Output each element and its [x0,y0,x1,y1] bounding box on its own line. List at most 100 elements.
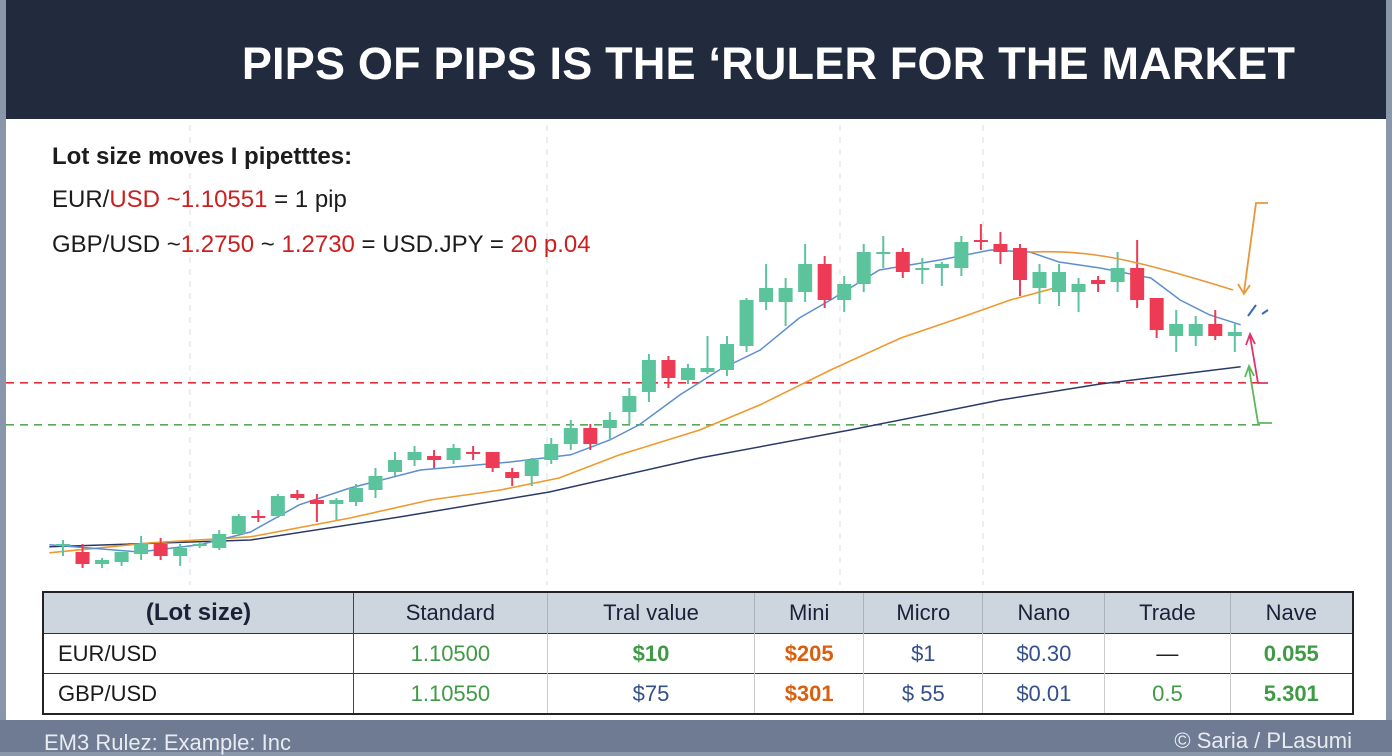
candle-up [700,368,715,372]
arrow-pink [1245,331,1268,384]
column-header: Nave [1230,592,1354,634]
text: = USD.JPY = [354,231,511,258]
column-header: Micro [863,592,984,634]
annotation-label-green: 3.550 [1283,412,1335,434]
candle-down [1012,248,1027,280]
candle-up [759,288,774,302]
candle-down [1208,324,1223,336]
info-line-gbpusd: GBP/USD ~1.2750 ~ 1.2730 = USD.JPY = 20 … [52,231,591,259]
marker-teal [1247,304,1269,317]
candle-down [973,240,988,242]
column-header: Trade [1104,592,1231,634]
candle-up [368,476,383,490]
candle-up [348,488,363,502]
arrow-green [1244,363,1272,424]
candle-up [524,460,539,476]
pointer-line-orange [1029,250,1234,291]
moving-averages [49,249,1241,554]
candle-up [407,452,422,460]
candle-down [1130,268,1145,300]
text-highlight: 20 p.04 [510,231,591,258]
annotation-arrows [1029,202,1272,424]
text-highlight: USD ~1.10551 [109,186,268,213]
info-heading: Lot size moves I pipetttes: [52,143,353,170]
candle-down [153,544,168,556]
footer-left-text: EM3 Rulez: Example: Inc [44,730,291,755]
candle-up [114,552,129,562]
candle-up [1110,268,1125,282]
candle-up [56,544,70,546]
candle-up [231,516,246,534]
candle-down [75,552,90,564]
info-line-eurusd: EUR/USD ~1.10551 = 1 pip [52,186,347,214]
candle-up [1169,324,1184,336]
candle-down [485,452,500,468]
candle-down [661,360,676,378]
candle-up [1188,324,1203,336]
candle-up [446,448,461,460]
cell: EUR/USD [43,633,354,674]
candle-down [993,244,1008,252]
cell: $10 [547,633,756,674]
table-row: EUR/USD 1.10500 $10 $205 $1 $0.30 — 0.05… [43,633,1354,674]
candle-down [817,264,832,300]
text: EUR/ [52,186,110,213]
ma-slow-line [49,366,1241,548]
candle-up [622,396,637,412]
annotation-label-pink: 1.0326 [1276,372,1338,394]
cell: $0.01 [982,673,1106,714]
text: = 1 pip [267,186,347,213]
table-row: GBP/USD 1.10550 $75 $301 $ 55 $0.01 0.5 … [43,673,1354,714]
page-title: PIPS OF PIPS IS THE ‘RULER FOR THE MARKE… [241,38,1296,89]
candle-down [505,472,520,478]
candle-down [895,252,910,272]
column-header: Standard [353,592,548,634]
cell: 1.10550 [353,673,548,714]
candle-up [876,252,891,254]
annotation-label-orange: 1.1206 [1276,192,1338,214]
cell: $205 [754,633,865,674]
candle-up [270,496,285,516]
cell: $75 [547,673,756,714]
column-header: Mini [754,592,865,634]
lot-size-table: (Lot size) Standard Tral value Mini Micr… [42,591,1354,715]
candle-up [798,264,813,292]
candle-up [173,548,188,556]
candle-up [1032,272,1047,288]
column-header: Tral value [547,592,756,634]
candle-up [641,360,656,392]
cell: 0.055 [1230,633,1354,674]
candle-down [251,516,266,518]
candle-up [388,460,403,472]
candle-up [329,500,344,504]
candlestick-chart [6,125,1272,585]
candles [56,224,1242,568]
candle-up [95,560,110,564]
column-header: Nano [982,592,1106,634]
footer: EM3 Rulez: Example: Inc © Saria / PLasum… [0,720,1392,755]
candle-up [212,534,227,548]
candle-up [1052,272,1067,292]
annotation-label-teal: 1.1506 [1276,302,1338,324]
candle-up [720,344,735,370]
candle-down [466,452,481,454]
candle-up [856,252,871,284]
candle-down [309,500,324,504]
cell: 1.10500 [353,633,548,674]
ma-mid-line [49,286,1060,554]
footer-copyright: © Saria / PLasumi [1174,728,1352,753]
header-bar: PIPS OF PIPS IS THE ‘RULER FOR THE MARKE… [6,0,1386,119]
grid-lines [189,125,984,585]
candle-up [1227,332,1242,336]
candle-down [1091,280,1106,284]
cell: $1 [863,633,984,674]
cell: — [1104,633,1231,674]
candle-down [290,494,305,498]
table-header-row: (Lot size) Standard Tral value Mini Micr… [43,592,1354,634]
ma-fast-line [49,249,1241,553]
candle-down [583,428,598,444]
candle-down [427,456,442,460]
candle-up [915,268,930,270]
cell: GBP/USD [43,673,354,714]
cell: $0.30 [982,633,1106,674]
